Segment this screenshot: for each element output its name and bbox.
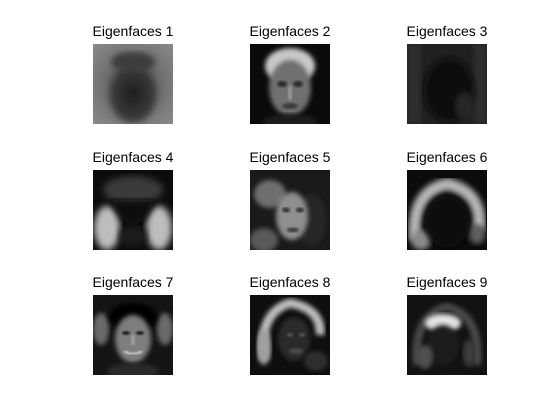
eigenface-title-8: Eigenfaces 8 <box>230 273 350 291</box>
eigenface-image-6 <box>407 170 487 250</box>
eigenface-panel-7: Eigenfaces 7 <box>83 273 183 383</box>
eigenface-panel-2: Eigenfaces 2 <box>240 22 340 132</box>
eigenface-image-9 <box>407 295 487 375</box>
eigenface-title-5: Eigenfaces 5 <box>230 148 350 166</box>
eigenface-image-5 <box>250 170 330 250</box>
eigenface-title-2: Eigenfaces 2 <box>230 22 350 40</box>
eigenface-panel-6: Eigenfaces 6 <box>397 148 497 258</box>
eigenface-title-1: Eigenfaces 1 <box>73 22 193 40</box>
eigenface-image-1 <box>93 44 173 124</box>
eigenface-panel-1: Eigenfaces 1 <box>83 22 183 132</box>
eigenface-image-2 <box>250 44 330 124</box>
eigenface-image-7 <box>93 295 173 375</box>
eigenface-title-9: Eigenfaces 9 <box>387 273 507 291</box>
eigenface-panel-9: Eigenfaces 9 <box>397 273 497 383</box>
eigenface-panel-5: Eigenfaces 5 <box>240 148 340 258</box>
eigenface-image-3 <box>407 44 487 124</box>
eigenface-panel-3: Eigenfaces 3 <box>397 22 497 132</box>
eigenface-title-6: Eigenfaces 6 <box>387 148 507 166</box>
eigenface-image-8 <box>250 295 330 375</box>
eigenface-title-3: Eigenfaces 3 <box>387 22 507 40</box>
eigenface-panel-8: Eigenfaces 8 <box>240 273 340 383</box>
eigenface-image-4 <box>93 170 173 250</box>
eigenface-title-7: Eigenfaces 7 <box>73 273 193 291</box>
eigenface-title-4: Eigenfaces 4 <box>73 148 193 166</box>
eigenface-panel-4: Eigenfaces 4 <box>83 148 183 258</box>
